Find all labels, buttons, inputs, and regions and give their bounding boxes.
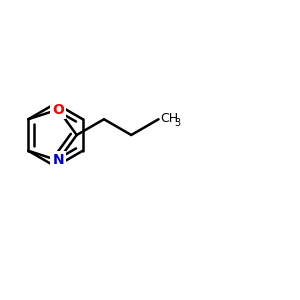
Text: CH: CH — [160, 112, 178, 124]
Text: 3: 3 — [174, 118, 181, 128]
Text: N: N — [52, 154, 64, 167]
Text: O: O — [52, 103, 64, 116]
